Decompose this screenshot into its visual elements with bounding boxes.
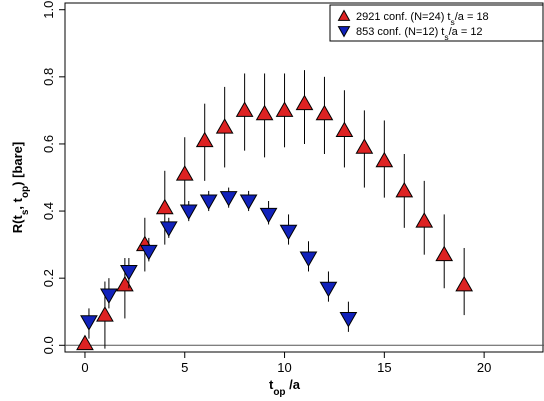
data-point bbox=[239, 194, 258, 210]
legend-box bbox=[329, 4, 544, 42]
data-point bbox=[279, 224, 298, 241]
data-point bbox=[315, 104, 334, 121]
data-point bbox=[355, 138, 374, 154]
legend-label: 853 conf. (N=12) ts/a = 12 bbox=[356, 26, 483, 42]
y-tick-label: 0.2 bbox=[41, 269, 56, 287]
x-tick-label: 15 bbox=[377, 360, 391, 375]
data-point bbox=[339, 311, 358, 328]
legend-label: 2921 conf. (N=24) ts/a = 18 bbox=[356, 11, 489, 27]
data-point bbox=[175, 165, 194, 181]
x-axis-label: top /a bbox=[269, 377, 301, 398]
data-point bbox=[235, 101, 254, 117]
data-point bbox=[195, 131, 214, 148]
data-point bbox=[259, 207, 278, 224]
x-tick-label: 5 bbox=[181, 360, 188, 375]
data-point bbox=[255, 104, 274, 121]
data-point bbox=[80, 315, 98, 331]
data-point bbox=[219, 191, 238, 207]
y-tick-label: 1.0 bbox=[41, 1, 56, 19]
data-point bbox=[415, 212, 434, 228]
y-tick-label: 0.8 bbox=[41, 68, 56, 86]
data-point bbox=[319, 281, 338, 298]
x-tick-label: 20 bbox=[477, 360, 491, 375]
data-point bbox=[76, 334, 94, 351]
data-point bbox=[159, 221, 178, 237]
x-tick-label: 10 bbox=[277, 360, 291, 375]
y-axis-label: R(ts, top) [bare] bbox=[10, 142, 31, 233]
data-point bbox=[299, 251, 318, 268]
data-point bbox=[295, 94, 314, 111]
data-point bbox=[155, 198, 174, 215]
plot-frame bbox=[64, 2, 544, 353]
data-point bbox=[275, 101, 294, 117]
data-point bbox=[96, 306, 114, 322]
y-tick-label: 0.0 bbox=[41, 336, 56, 354]
y-tick-label: 0.6 bbox=[41, 135, 56, 153]
x-tick-label: 0 bbox=[81, 360, 88, 375]
data-point bbox=[215, 118, 234, 134]
data-point bbox=[375, 151, 394, 168]
data-point bbox=[116, 275, 134, 292]
data-point bbox=[335, 121, 354, 138]
data-point bbox=[179, 204, 198, 221]
legend-marker bbox=[337, 26, 351, 38]
y-tick-label: 0.4 bbox=[41, 202, 56, 220]
legend-marker bbox=[337, 9, 351, 21]
plot-area: 0 5 10 15 20 0.0 0.2 0.4 0.6 0.8 1.0 top /a R(ts, to… bbox=[10, 1, 544, 398]
data-point bbox=[395, 181, 414, 198]
data-point bbox=[435, 245, 454, 262]
data-point bbox=[455, 275, 474, 292]
data-point bbox=[100, 288, 118, 304]
data-point bbox=[199, 194, 218, 210]
data-point bbox=[120, 264, 138, 281]
data-point bbox=[139, 244, 158, 261]
